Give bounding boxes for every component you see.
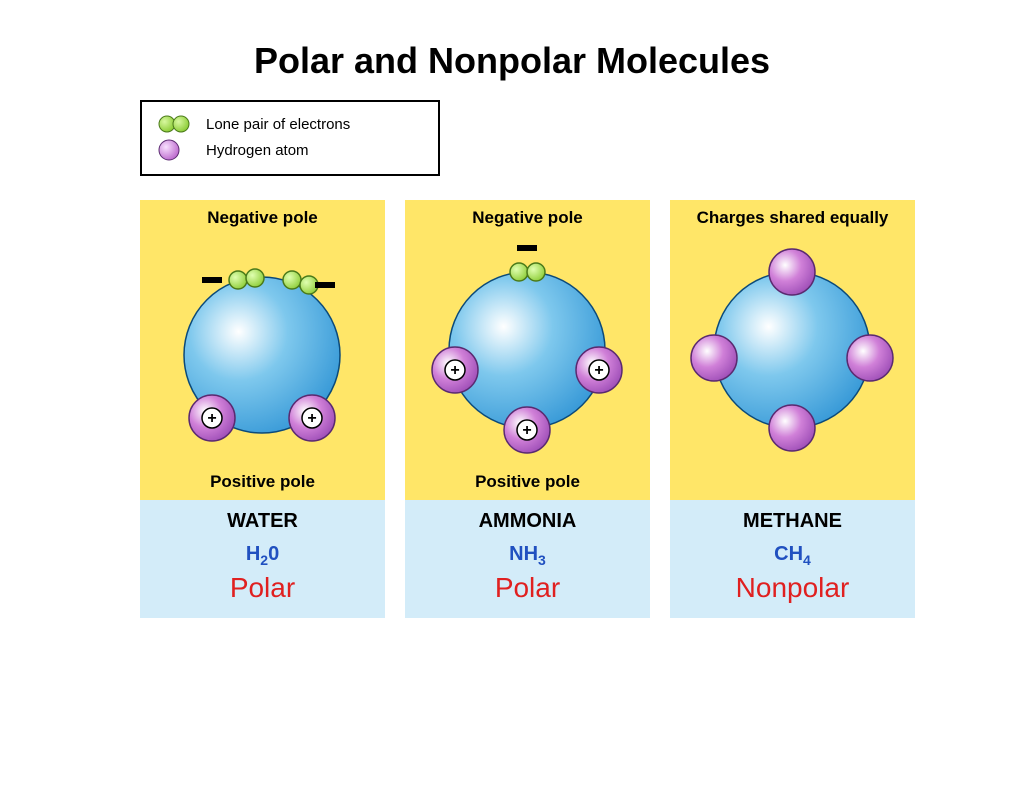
legend-electron-label: Lone pair of electrons <box>206 116 350 133</box>
molecule-formula: NH3 <box>405 543 650 568</box>
svg-text:+: + <box>594 362 603 379</box>
molecule-name: WATER <box>140 510 385 533</box>
bottom-pole-label: Positive pole <box>405 472 650 492</box>
molecule-polarity: Polar <box>140 572 385 604</box>
molecule-diagram-ammonia: Negative pole + + + P <box>405 200 650 500</box>
molecule-label-water: WATER H20 Polar <box>140 500 385 618</box>
svg-text:+: + <box>522 422 531 439</box>
molecule-formula: CH4 <box>670 543 915 568</box>
electron-pair-icon <box>156 115 192 133</box>
svg-text:+: + <box>207 410 216 427</box>
molecule-formula: H20 <box>140 543 385 568</box>
molecule-panels: Negative pole + + Positive pole <box>140 200 915 618</box>
svg-text:+: + <box>307 410 316 427</box>
page-title: Polar and Nonpolar Molecules <box>0 40 1024 82</box>
legend-row-hydrogen: Hydrogen atom <box>156 136 424 164</box>
molecule-name: AMMONIA <box>405 510 650 533</box>
legend-row-electrons: Lone pair of electrons <box>156 112 424 136</box>
svg-text:+: + <box>450 362 459 379</box>
molecule-label-methane: METHANE CH4 Nonpolar <box>670 500 915 618</box>
molecule-label-ammonia: AMMONIA NH3 Polar <box>405 500 650 618</box>
panel-water: Negative pole + + Positive pole <box>140 200 385 618</box>
legend-hydrogen-label: Hydrogen atom <box>206 142 309 159</box>
panel-methane: Charges shared equally METHANE CH4 <box>670 200 915 618</box>
molecule-diagram-methane: Charges shared equally <box>670 200 915 500</box>
bottom-pole-label: Positive pole <box>140 472 385 492</box>
molecule-diagram-water: Negative pole + + Positive pole <box>140 200 385 500</box>
molecule-polarity: Nonpolar <box>670 572 915 604</box>
molecule-name: METHANE <box>670 510 915 533</box>
panel-ammonia: Negative pole + + + P <box>405 200 650 618</box>
molecule-polarity: Polar <box>405 572 650 604</box>
hydrogen-atom-icon <box>156 139 192 161</box>
legend-box: Lone pair of electrons Hydrogen atom <box>140 100 440 176</box>
